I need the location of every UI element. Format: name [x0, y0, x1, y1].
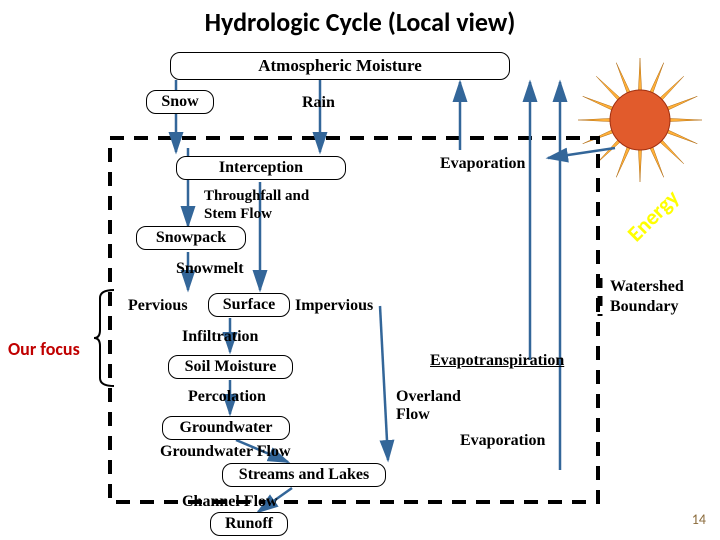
box-snow: Snow	[146, 90, 214, 114]
box-surface: Surface	[208, 293, 290, 317]
label-impervious: Impervious	[295, 297, 373, 315]
box-snowpack: Snowpack	[136, 226, 246, 250]
box-runoff: Runoff	[210, 512, 288, 536]
label-overland-line1: Overland	[396, 388, 461, 406]
box-interception: Interception	[176, 156, 346, 180]
label-our-focus: Our focus	[8, 338, 80, 360]
diagram-svg	[0, 0, 720, 540]
label-rain: Rain	[302, 94, 335, 112]
label-percolation: Percolation	[188, 388, 266, 406]
label-throughfall-line1: Throughfall and	[204, 188, 309, 205]
label-evaporation-top: Evaporation	[440, 155, 525, 173]
label-watershed-line1: Watershed	[610, 278, 684, 296]
slide-title: Hydrologic Cycle (Local view)	[0, 6, 720, 38]
label-pervious: Pervious	[128, 297, 188, 315]
slide-number: 14	[692, 511, 706, 528]
label-overland-line2: Flow	[396, 406, 430, 424]
label-infiltration: Infiltration	[182, 328, 258, 346]
label-energy: Energy	[622, 184, 685, 247]
label-throughfall-line2: Stem Flow	[204, 206, 272, 223]
box-streams-lakes: Streams and Lakes	[222, 463, 386, 487]
box-soil-moisture: Soil Moisture	[168, 355, 293, 379]
label-channel-flow: Channel Flow	[182, 493, 278, 511]
label-watershed-line2: Boundary	[610, 298, 678, 316]
box-atmospheric-moisture: Atmospheric Moisture	[170, 52, 510, 80]
label-evaporation-bottom: Evaporation	[460, 432, 545, 450]
label-snowmelt: Snowmelt	[176, 260, 244, 278]
label-evapotranspiration: Evapotranspiration	[430, 352, 564, 370]
box-groundwater: Groundwater	[162, 416, 290, 440]
label-groundwater-flow: Groundwater Flow	[160, 443, 291, 461]
